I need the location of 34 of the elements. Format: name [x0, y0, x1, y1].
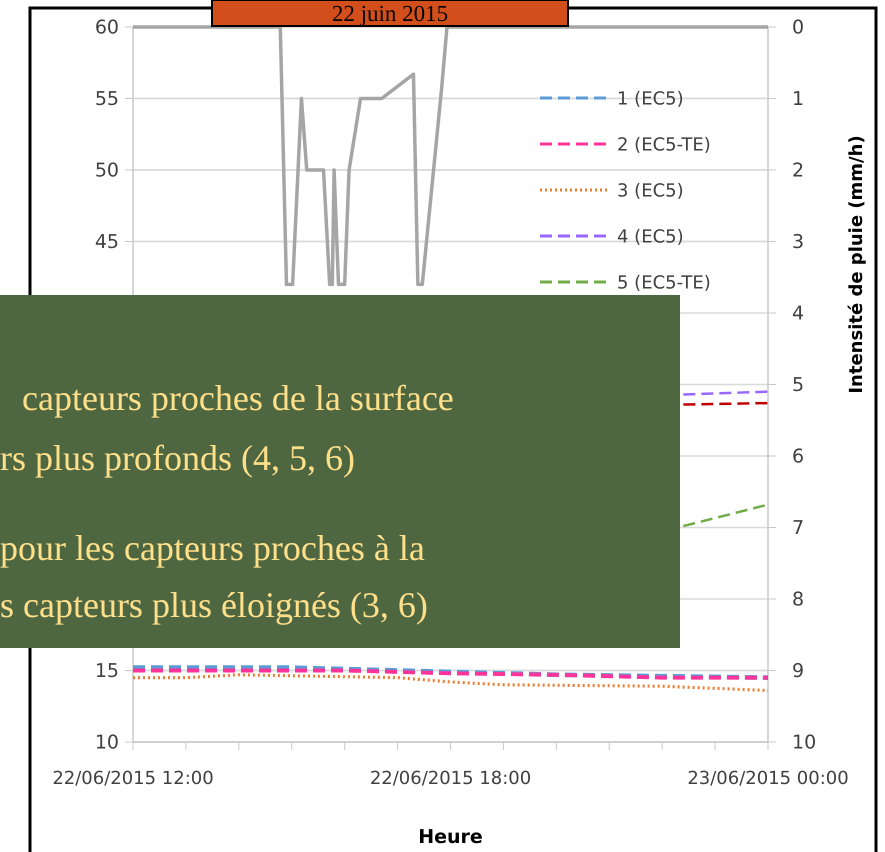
y2-tick-label: 5 — [792, 374, 804, 396]
y2-tick-label: 2 — [792, 160, 804, 182]
y2-tick-label: 0 — [792, 16, 804, 39]
annotation: s capteurs plus éloignés (3, 6) — [0, 585, 428, 625]
legend-label: 2 (EC5-TE) — [617, 134, 711, 156]
legend-label: 3 (EC5) — [617, 180, 684, 202]
y2-tick-label: 4 — [792, 302, 804, 325]
x-tick-label: 22/06/2015 12:00 — [52, 768, 214, 789]
x-axis-title: Heure — [418, 826, 483, 848]
y-tick-label: 10 — [94, 732, 119, 754]
legend-label: 4 (EC5) — [617, 226, 684, 248]
y-tick-label: 60 — [94, 16, 119, 39]
annotation: capteurs proches de la surface — [22, 378, 454, 418]
x-tick-label: 22/06/2015 18:00 — [370, 768, 532, 789]
y2-tick-label: 8 — [792, 588, 804, 611]
chart-title: 22 juin 2015 — [332, 1, 448, 26]
y2-axis-title: Intensité de pluie (mm/h) — [846, 135, 867, 394]
y2-tick-label: 3 — [792, 231, 804, 254]
x-tick-label: 23/06/2015 00:00 — [687, 768, 849, 789]
y2-tick-label: 6 — [792, 446, 804, 468]
y-tick-label: 55 — [94, 88, 119, 110]
y-tick-label: 50 — [94, 160, 119, 182]
y2-tick-label: 9 — [792, 660, 804, 682]
legend-label: 5 (EC5-TE) — [617, 272, 711, 294]
y-tick-label: 15 — [94, 660, 119, 682]
annotation: pour les capteurs proches à la — [0, 528, 425, 568]
line-series — [131, 668, 770, 680]
line-series — [131, 673, 770, 692]
y-tick-label: 45 — [94, 231, 119, 254]
legend-label: 1 (EC5) — [617, 88, 684, 110]
y2-tick-label: 1 — [792, 88, 804, 110]
y2-tick-label: 7 — [792, 517, 804, 540]
y2-tick-label: 10 — [792, 732, 816, 754]
annotation: rs plus profonds (4, 5, 6) — [0, 438, 355, 478]
